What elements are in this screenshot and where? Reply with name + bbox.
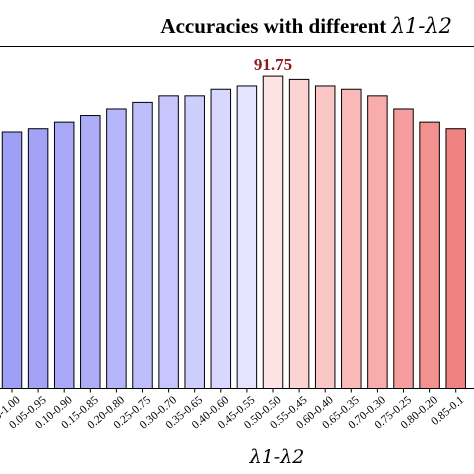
bar-0.10-0.90 — [53, 121, 75, 389]
bar-0.75-0.25 — [393, 108, 414, 389]
bar-0.05-0.95 — [27, 128, 49, 390]
bar-0.70-0.30 — [367, 95, 388, 390]
bar-0.15-0.85 — [80, 115, 101, 389]
bar-0.30-0.70 — [158, 95, 179, 390]
peak-value-label: 91.75 — [254, 55, 292, 74]
bar-0.35-0.65 — [184, 95, 205, 390]
x-axis-label: λ1-λ2 — [249, 446, 305, 468]
chart-title-math: λ1-λ2 — [391, 14, 452, 38]
bar-0.45-0.55 — [236, 85, 258, 390]
x-tick-labels: 90-1.000.05-0.950.10-0.900.15-0.850.20-0… — [0, 394, 466, 432]
bar-0.60-0.40 — [314, 85, 336, 390]
bar-0.55-0.45 — [288, 78, 310, 389]
bar-0.00-1.00 — [1, 131, 23, 389]
chart-title: Accuracies with different λ1-λ2 — [160, 14, 452, 38]
bar-0.65-0.35 — [341, 88, 362, 389]
bar-0.25-0.75 — [132, 101, 153, 390]
bar-0.20-0.80 — [106, 108, 127, 389]
bar-0.50-0.50 — [262, 75, 284, 389]
x-tick-marks — [11, 388, 457, 393]
bar-0.80-0.20 — [419, 121, 440, 389]
bars-group — [1, 75, 466, 390]
bar-0.40-0.60 — [210, 88, 232, 389]
chart-title-prefix: Accuracies with different — [160, 14, 391, 38]
bar-0.85-0.15 — [445, 128, 466, 390]
